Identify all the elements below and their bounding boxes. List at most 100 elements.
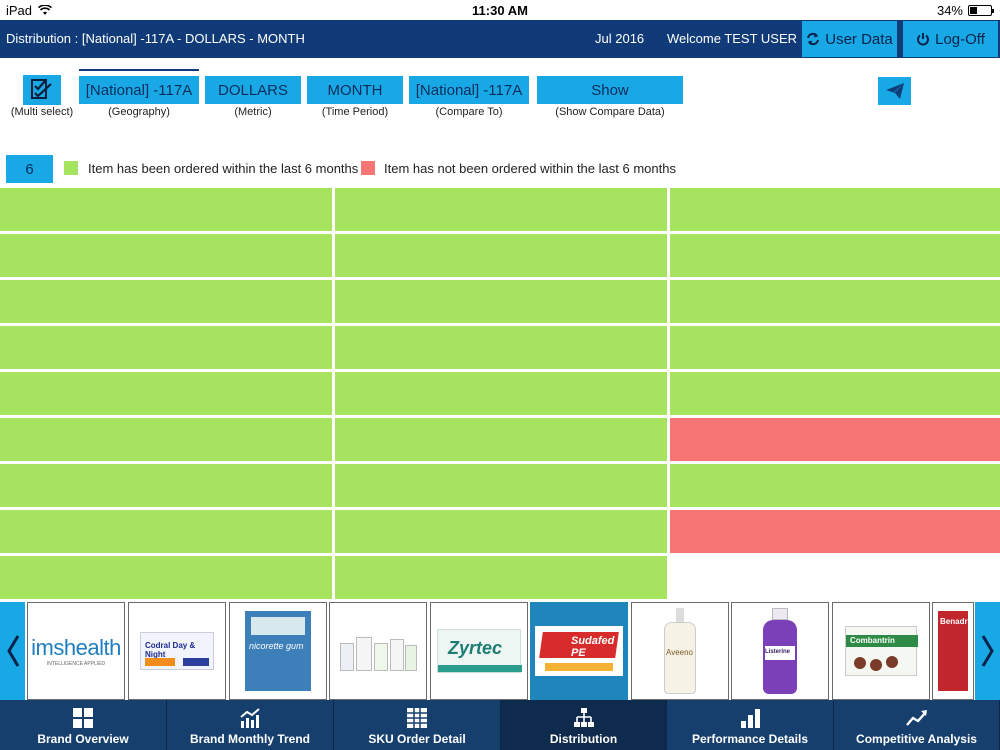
product-carousel: imshealth INTELLIGENCE APPLIED Codral Da… (0, 602, 1000, 700)
distribution-cell-ordered[interactable] (335, 326, 667, 369)
tab-sku-order-detail[interactable]: SKU Order Detail (334, 700, 501, 750)
product-tile-range[interactable] (329, 602, 427, 700)
distribution-cell-ordered[interactable] (335, 280, 667, 323)
logoff-label: Log-Off (935, 30, 985, 48)
product-tile-benadryl[interactable]: Benadryl (932, 602, 974, 700)
benadryl-pack: Benadryl (940, 617, 974, 626)
user-data-button[interactable]: User Data (802, 21, 898, 57)
device-label: iPad (6, 3, 33, 18)
geography-selected-indicator (79, 69, 199, 71)
geography-button[interactable]: [National] -117A (79, 76, 199, 104)
app-header: Distribution : [National] -117A - DOLLAR… (0, 20, 1000, 58)
tab-label: Competitive Analysis (856, 732, 977, 746)
distribution-cell-ordered[interactable] (0, 326, 332, 369)
distribution-cell-ordered[interactable] (670, 188, 1000, 231)
distribution-cell-ordered[interactable] (335, 464, 667, 507)
distribution-cell-ordered[interactable] (335, 234, 667, 277)
imshealth-tagline: INTELLIGENCE APPLIED (46, 661, 106, 667)
nicorette-pack: nicorette gum (249, 641, 304, 651)
distribution-cell-ordered[interactable] (0, 372, 332, 415)
paper-plane-icon (885, 83, 904, 99)
time-period-button[interactable]: MONTH (307, 76, 403, 104)
send-button[interactable] (878, 77, 911, 105)
multi-select-button[interactable] (23, 75, 61, 105)
carousel-prev-button[interactable] (0, 602, 25, 700)
distribution-cell-ordered[interactable] (0, 556, 332, 599)
tab-label: Brand Monthly Trend (190, 732, 310, 746)
status-time: 11:30 AM (472, 3, 528, 18)
ordered-legend-label: Item has been ordered within the last 6 … (88, 161, 359, 176)
logoff-button[interactable]: Log-Off (903, 21, 999, 57)
product-tile-listerine[interactable]: Listerine (731, 602, 829, 700)
metric-button[interactable]: DOLLARS (205, 76, 301, 104)
product-tile-zyrtec[interactable]: Zyrtec (430, 602, 528, 700)
tab-brand-monthly-trend[interactable]: Brand Monthly Trend (167, 700, 334, 750)
distribution-cell-ordered[interactable] (670, 326, 1000, 369)
distribution-cell-ordered[interactable] (335, 556, 667, 599)
line-chart-icon (905, 710, 927, 726)
tab-label: SKU Order Detail (368, 732, 466, 746)
distribution-cell-ordered[interactable] (0, 234, 332, 277)
metric-caption: (Metric) (234, 106, 272, 118)
multi-select-icon (31, 79, 52, 99)
distribution-cell-ordered[interactable] (335, 372, 667, 415)
grid-icon (73, 708, 93, 728)
product-tile-combantrin[interactable]: Combantrin (832, 602, 930, 700)
product-range-pack (338, 629, 418, 673)
distribution-cell-ordered[interactable] (670, 372, 1000, 415)
tab-performance-details[interactable]: Performance Details (667, 700, 834, 750)
distribution-cell-ordered[interactable] (335, 510, 667, 553)
distribution-cell-ordered[interactable] (670, 234, 1000, 277)
user-data-label: User Data (825, 30, 893, 48)
not-ordered-legend-label: Item has not been ordered within the las… (384, 161, 676, 176)
tab-distribution[interactable]: Distribution (501, 700, 667, 750)
distribution-cell-ordered[interactable] (0, 188, 332, 231)
trend-chart-icon (240, 708, 260, 728)
product-tile-nicorette[interactable]: nicorette gum (229, 602, 327, 700)
distribution-cell-ordered[interactable] (670, 464, 1000, 507)
distribution-cell-ordered[interactable] (670, 280, 1000, 323)
distribution-cell-ordered[interactable] (335, 188, 667, 231)
product-tile-imshealth[interactable]: imshealth INTELLIGENCE APPLIED (27, 602, 125, 700)
battery-percent: 34% (936, 3, 963, 18)
compare-to-button[interactable]: [National] -117A (409, 76, 529, 104)
imshealth-logo: imshealth (31, 635, 121, 660)
geography-caption: (Geography) (108, 106, 170, 118)
distribution-cell-ordered[interactable] (0, 280, 332, 323)
tab-label: Brand Overview (37, 732, 129, 746)
distribution-cell-ordered[interactable] (0, 510, 332, 553)
time-period-caption: (Time Period) (321, 106, 389, 118)
distribution-cell-ordered[interactable] (335, 418, 667, 461)
tab-brand-overview[interactable]: Brand Overview (0, 700, 167, 750)
product-tile-codral[interactable]: Codral Day & Night (128, 602, 226, 700)
distribution-cell-ordered[interactable] (0, 418, 332, 461)
tab-label: Performance Details (691, 732, 809, 746)
tab-label: Distribution (549, 732, 618, 746)
chevron-left-icon (6, 635, 19, 667)
wifi-icon (38, 5, 53, 15)
listerine-bottle: Listerine (760, 608, 800, 694)
ordered-legend-swatch (64, 161, 78, 175)
distribution-cell-ordered[interactable] (0, 464, 332, 507)
status-bar: iPad 11:30 AM 34% (0, 0, 1000, 20)
zyrtec-pack: Zyrtec (448, 638, 503, 658)
carousel-next-button[interactable] (975, 602, 1000, 700)
table-icon (407, 708, 427, 728)
product-tile-aveeno[interactable]: Aveeno (631, 602, 729, 700)
codral-pack: Codral Day & Night (145, 641, 196, 659)
product-tile-sudafed[interactable]: Sudafed PE (530, 602, 628, 700)
months-selector[interactable]: 6 (6, 155, 53, 183)
multi-select-caption: (Multi select) (10, 106, 74, 118)
welcome-text: Welcome TEST USER (667, 31, 798, 46)
bottom-tab-bar: Brand Overview Brand Monthly Trend SKU O… (0, 700, 1000, 750)
distribution-cell-not-ordered[interactable] (670, 418, 1000, 461)
hierarchy-icon (573, 708, 594, 727)
power-icon (917, 33, 930, 46)
sudafed-pack: Sudafed PE (571, 635, 615, 659)
show-compare-button[interactable]: Show (537, 76, 683, 104)
refresh-icon (807, 32, 820, 46)
tab-competitive-analysis[interactable]: Competitive Analysis (834, 700, 1000, 750)
not-ordered-legend-swatch (361, 161, 375, 175)
distribution-cell-not-ordered[interactable] (670, 510, 1000, 553)
